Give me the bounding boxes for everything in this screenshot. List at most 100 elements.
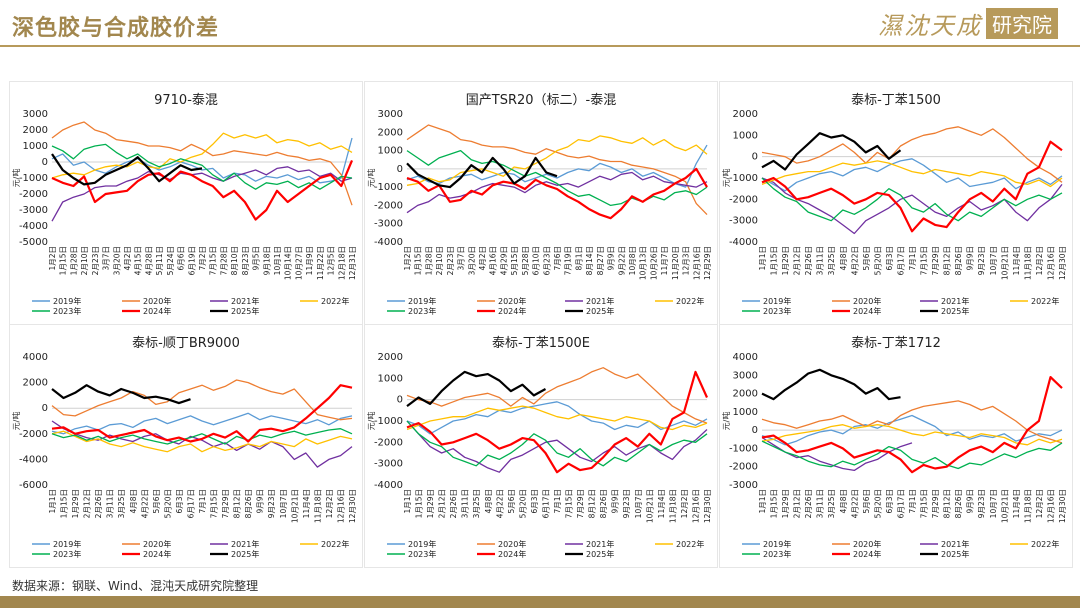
x-tick-label: 7月29日 [931,489,940,518]
series-line-2025 [761,368,901,401]
y-tick-label: 0 [42,157,48,168]
y-tick-label: 1000 [23,141,48,152]
x-tick-label: 4月2日 [478,246,487,271]
y-tick-label: 3000 [733,370,758,381]
x-tick-label: 10月7日 [989,489,998,518]
x-tick-label: 10月8日 [628,246,637,275]
legend-label: 2022年 [676,539,704,549]
x-tick-label: 10月26日 [649,246,658,280]
x-tick-label: 4月16日 [489,246,498,275]
x-tick-label: 4月22日 [140,489,149,518]
x-tick-label: 6月17日 [896,489,905,518]
page-title: 深色胶与合成胶价差 [12,15,220,41]
x-tick-label: 1月28日 [424,246,433,275]
legend-label: 2021年 [586,539,614,549]
series-line-2025 [51,153,203,186]
x-tick-label: 12月2日 [1035,489,1044,518]
x-tick-label: 7月1日 [908,246,917,271]
y-tick-label: 2000 [23,125,48,136]
x-tick-label: 3月25日 [827,489,836,518]
series-line-2023 [761,440,1063,470]
x-tick-label: 7月28日 [219,246,228,275]
series-line-2020 [406,124,708,216]
chart-svg: 泰标-丁苯1500 元/吨 2000 1000 0 -1000 -2000 -3000 -400… [721,93,1067,316]
x-tick-label: 6月3日 [530,489,539,514]
x-tick-label: 5月6日 [862,489,871,514]
x-tick-label: 5月6日 [862,246,871,271]
chart-title: 泰标-丁苯1712 [851,336,941,351]
legend-label: 2024年 [143,549,171,559]
x-tick-label: 3月25日 [472,489,481,518]
legend-label: 2022年 [321,296,349,306]
x-tick-label: 4月8日 [839,489,848,514]
legend-label: 2024年 [143,306,171,316]
y-tick-label: -2000 [19,189,48,200]
x-tick-label: 11月18日 [1023,246,1032,280]
y-tick-label: -1000 [729,173,758,184]
x-tick-label: 8月27日 [596,246,605,275]
y-tick-label: 0 [397,395,403,406]
x-tick-label: 8月10日 [230,246,239,275]
chart-title: 国产TSR20（标二）-泰混 [466,93,616,108]
x-tick-label: 12月30日 [703,489,712,523]
chart-svg: 泰标-丁苯1500E 元/吨 2000 1000 0 -1000 -2000 -3000 -40… [366,336,712,559]
x-tick-label: 7月6日 [553,246,562,271]
x-tick-label: 2月12日 [793,246,802,275]
x-tick-label: 9月23日 [267,489,276,518]
y-tick-label: -1000 [374,416,403,427]
legend-label: 2022年 [676,296,704,306]
legend-label: 2019年 [763,296,791,306]
x-tick-label: 3月7日 [457,246,466,271]
legend-label: 2019年 [53,539,81,549]
x-tick-label: 9月9日 [966,489,975,514]
y-tick-label: -1000 [729,443,758,454]
chart-title: 泰标-顺丁BR9000 [132,336,240,351]
x-tick-label: 10月7日 [634,489,643,518]
x-tick-label: 11月9日 [305,246,314,275]
x-tick-label: 7月29日 [576,489,585,518]
x-tick-label: 11月4日 [302,489,311,518]
x-tick-label: 6月3日 [885,246,894,271]
x-tick-label: 12月30日 [1058,489,1067,523]
x-tick-label: 8月26日 [954,246,963,275]
x-tick-label: 1月15日 [770,246,779,275]
y-tick-label: -1000 [19,173,48,184]
x-tick-label: 11月4日 [1012,489,1021,518]
x-tick-label: 7月29日 [931,246,940,275]
x-tick-label: 11月7日 [660,246,669,275]
x-tick-label: 12月2日 [680,489,689,518]
x-tick-label: 11月18日 [1023,489,1032,523]
series-line-2023 [761,177,1063,222]
series-line-2019 [761,158,1063,192]
series-line-2025 [406,370,547,407]
legend-label: 2023年 [408,306,436,316]
x-tick-label: 8月12日 [943,246,952,275]
x-tick-label: 2月26日 [804,489,813,518]
x-tick-label: 8月26日 [599,489,608,518]
x-tick-label: 6月19日 [187,246,196,275]
x-tick-label: 7月1日 [908,489,917,514]
x-tick-label: 1月29日 [71,489,80,518]
x-tick-label: 2月26日 [94,489,103,518]
series-line-2022 [51,430,353,453]
y-tick-label: 4000 [733,352,758,363]
y-tick-label: -3000 [19,205,48,216]
x-tick-label: 4月29日 [499,246,508,275]
chart-title: 9710-泰混 [154,93,218,108]
x-tick-label: 2月23日 [446,246,455,275]
x-tick-label: 10月7日 [989,246,998,275]
x-tick-label: 11月4日 [657,489,666,518]
x-tick-label: 11月18日 [313,489,322,523]
y-tick-label: 0 [752,152,758,163]
x-tick-label: 7月15日 [920,246,929,275]
legend-label: 2022年 [321,539,349,549]
x-tick-label: 11月18日 [668,489,677,523]
header-divider [0,45,1080,47]
x-tick-label: 5月20日 [873,489,882,518]
y-tick-label: -3000 [374,219,403,230]
legend-label: 2025年 [586,549,614,559]
x-tick-label: 11月20日 [671,246,680,280]
y-tick-label: 1000 [378,146,403,157]
x-tick-label: 3月11日 [106,489,115,518]
y-tick-label: -4000 [19,221,48,232]
